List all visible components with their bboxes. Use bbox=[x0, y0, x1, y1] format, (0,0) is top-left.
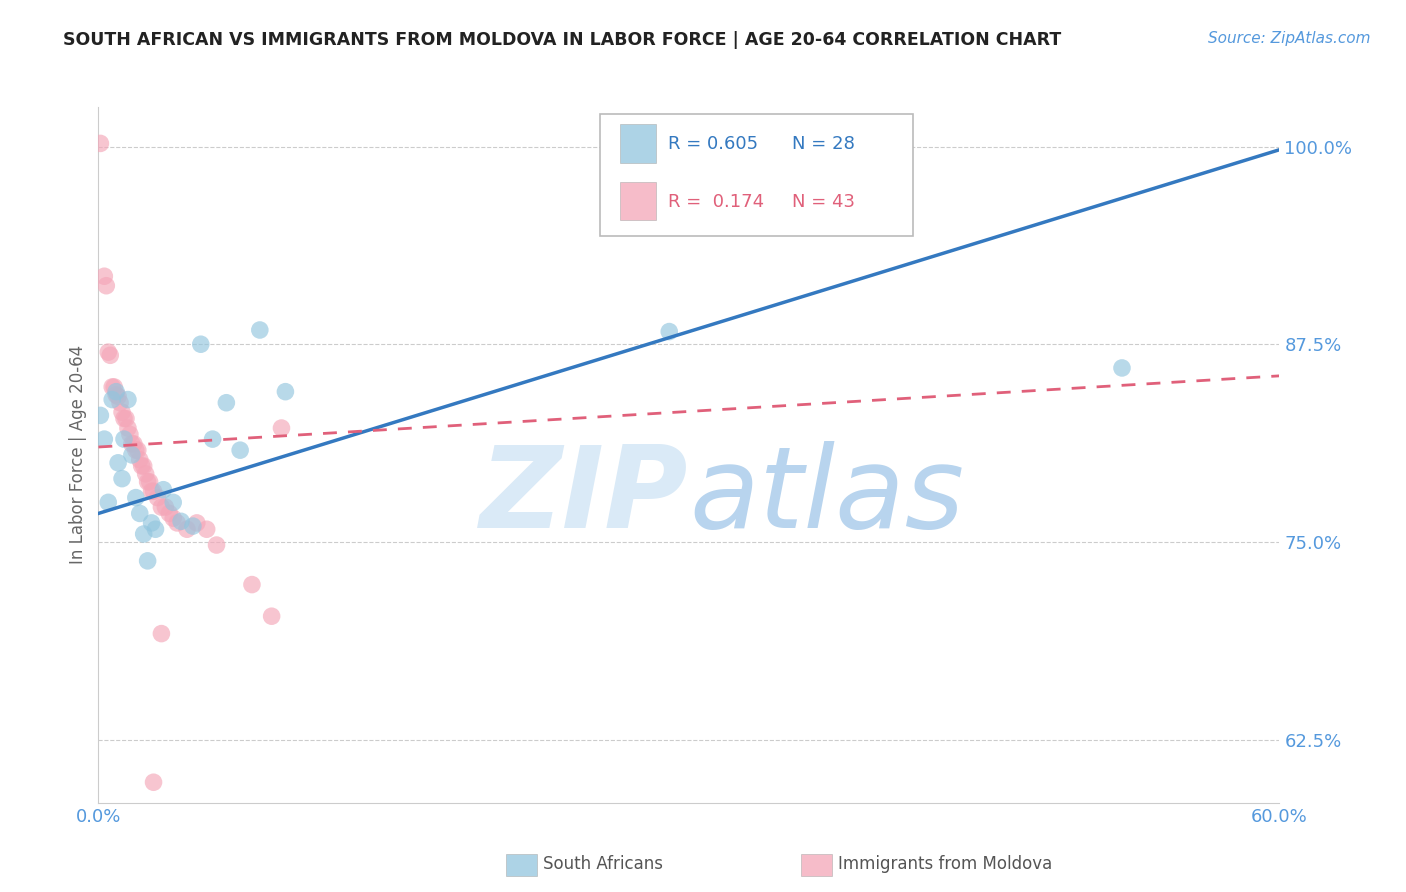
Point bbox=[112, 432, 135, 446]
Text: R = 0.605: R = 0.605 bbox=[668, 135, 758, 153]
Point bbox=[186, 516, 208, 530]
Point bbox=[131, 458, 153, 473]
Point bbox=[97, 345, 120, 359]
Point bbox=[107, 389, 129, 403]
Point bbox=[115, 411, 138, 425]
Point bbox=[128, 452, 150, 467]
Point bbox=[105, 384, 128, 399]
Text: N = 28: N = 28 bbox=[792, 135, 855, 153]
Point bbox=[150, 500, 173, 514]
Y-axis label: In Labor Force | Age 20-64: In Labor Force | Age 20-64 bbox=[69, 345, 87, 565]
Point bbox=[127, 443, 149, 458]
Point bbox=[229, 443, 252, 458]
Point bbox=[96, 278, 118, 293]
Point bbox=[260, 609, 283, 624]
Point bbox=[195, 522, 218, 536]
Text: South Africans: South Africans bbox=[543, 855, 662, 873]
Point bbox=[132, 527, 155, 541]
Point bbox=[135, 467, 157, 481]
Point bbox=[150, 626, 173, 640]
Point bbox=[155, 500, 177, 514]
Point bbox=[111, 472, 134, 486]
Point bbox=[141, 484, 163, 499]
Point bbox=[274, 384, 297, 399]
Point bbox=[128, 507, 150, 521]
Point bbox=[215, 395, 238, 409]
Point bbox=[157, 507, 180, 521]
Point bbox=[101, 392, 124, 407]
Point bbox=[162, 495, 184, 509]
Point bbox=[117, 392, 139, 407]
Point bbox=[162, 511, 184, 525]
Point bbox=[658, 325, 681, 339]
Point bbox=[136, 554, 159, 568]
Point bbox=[146, 491, 169, 505]
Point bbox=[176, 522, 198, 536]
Text: R =  0.174: R = 0.174 bbox=[668, 194, 763, 211]
Point bbox=[112, 411, 135, 425]
Point bbox=[111, 405, 134, 419]
Point bbox=[98, 348, 121, 362]
Text: Immigrants from Moldova: Immigrants from Moldova bbox=[838, 855, 1052, 873]
Point bbox=[136, 475, 159, 489]
Point bbox=[107, 456, 129, 470]
Point bbox=[121, 448, 143, 462]
Point bbox=[122, 437, 145, 451]
FancyBboxPatch shape bbox=[620, 182, 655, 220]
Point bbox=[101, 380, 124, 394]
Point bbox=[152, 483, 174, 497]
FancyBboxPatch shape bbox=[600, 114, 914, 235]
Point bbox=[138, 475, 160, 489]
Point bbox=[201, 432, 224, 446]
Point bbox=[93, 432, 115, 446]
Point bbox=[166, 516, 188, 530]
Point bbox=[125, 491, 148, 505]
Point bbox=[103, 380, 125, 394]
Point bbox=[142, 775, 165, 789]
Point bbox=[141, 516, 163, 530]
Text: Source: ZipAtlas.com: Source: ZipAtlas.com bbox=[1208, 31, 1371, 46]
FancyBboxPatch shape bbox=[620, 124, 655, 162]
Point bbox=[105, 388, 128, 402]
Point bbox=[170, 514, 193, 528]
Point bbox=[89, 409, 111, 423]
Point bbox=[132, 458, 155, 473]
Point bbox=[89, 136, 111, 151]
Text: ZIP: ZIP bbox=[481, 442, 689, 552]
Point bbox=[190, 337, 212, 351]
Point bbox=[1111, 360, 1133, 375]
Text: N = 43: N = 43 bbox=[792, 194, 855, 211]
Point bbox=[117, 421, 139, 435]
Point bbox=[240, 577, 263, 591]
Point bbox=[205, 538, 228, 552]
Point bbox=[121, 437, 143, 451]
Point bbox=[142, 484, 165, 499]
Point bbox=[118, 427, 141, 442]
Point bbox=[145, 522, 167, 536]
Point bbox=[97, 495, 120, 509]
Point bbox=[249, 323, 271, 337]
Point bbox=[270, 421, 292, 435]
Point bbox=[125, 443, 148, 458]
Text: atlas: atlas bbox=[689, 442, 965, 552]
Text: SOUTH AFRICAN VS IMMIGRANTS FROM MOLDOVA IN LABOR FORCE | AGE 20-64 CORRELATION : SOUTH AFRICAN VS IMMIGRANTS FROM MOLDOVA… bbox=[63, 31, 1062, 49]
Point bbox=[108, 395, 131, 409]
Point bbox=[93, 269, 115, 284]
Point bbox=[181, 519, 204, 533]
